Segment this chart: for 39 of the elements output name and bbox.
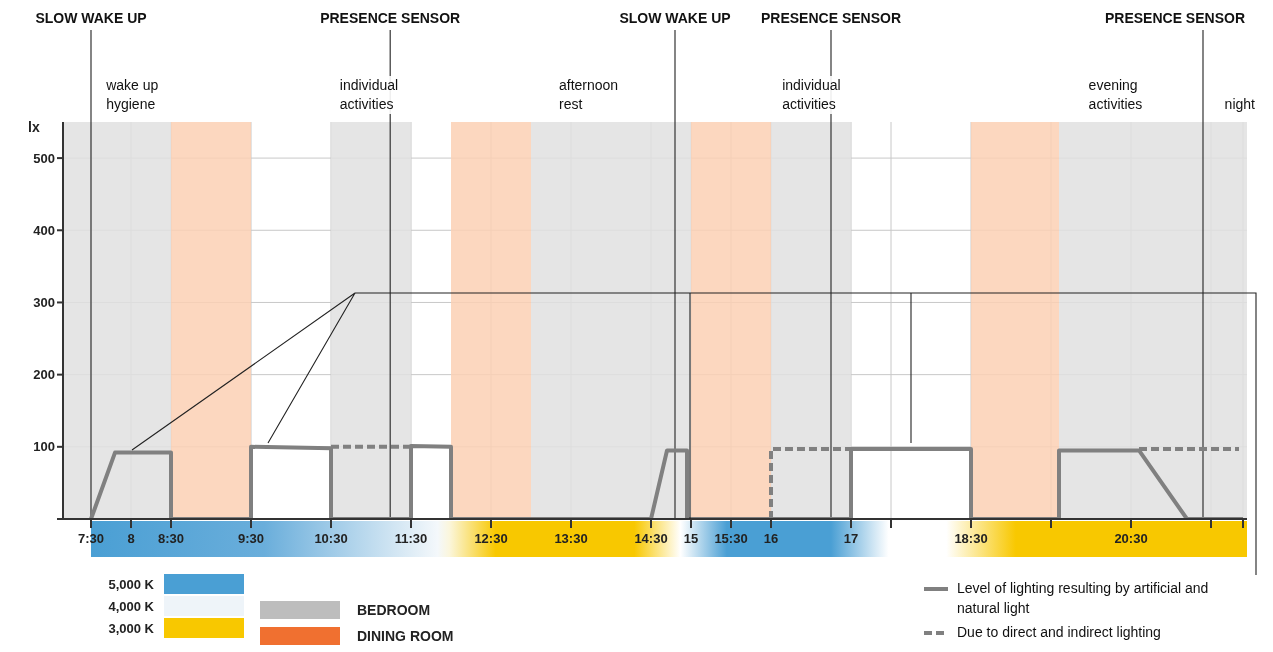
ref-line-label: PRESENCE SENSOR <box>1104 10 1245 26</box>
ref-line-label: PRESENCE SENSOR <box>320 10 461 26</box>
annotation: individual activities <box>339 76 420 114</box>
x-tick-label: 7:30 <box>77 531 105 547</box>
x-tick-label: 8:30 <box>157 531 185 547</box>
x-tick-label: 14:30 <box>634 531 668 547</box>
x-tick-label: 17 <box>843 531 859 547</box>
y-tick-label: 300 <box>33 295 55 311</box>
x-tick-label: 15 <box>683 531 699 547</box>
text: 4,000 K <box>107 598 154 614</box>
legend-label: Due to direct and indirect lighting <box>957 623 1161 642</box>
y-tick-label: 400 <box>33 222 55 238</box>
annotation: individual activities <box>782 76 863 114</box>
text: DINING ROOM <box>357 628 454 644</box>
y-tick-label: 500 <box>33 150 55 166</box>
text: 3,000 K <box>107 620 154 636</box>
annotation: evening activities <box>1088 76 1169 114</box>
x-tick-label: 8 <box>127 531 135 547</box>
x-tick-label: 16 <box>763 531 779 547</box>
x-tick-label: 12:30 <box>474 531 508 547</box>
ref-line-label: SLOW WAKE UP <box>619 10 731 26</box>
ref-line-label: SLOW WAKE UP <box>35 10 147 26</box>
legend-label: Level of lighting resulting by artificial and natural light <box>957 579 1210 618</box>
text: BEDROOM <box>357 602 431 618</box>
x-tick-label: 20:30 <box>1114 531 1148 547</box>
y-axis-title: lx <box>28 119 40 135</box>
annotation: afternoon rest <box>559 76 639 114</box>
x-tick-label: 10:30 <box>314 531 348 547</box>
annotation: night <box>1224 95 1255 114</box>
x-tick-label: 18:30 <box>954 531 988 547</box>
x-tick-label: 15:30 <box>714 531 748 547</box>
y-tick-label: 200 <box>33 367 55 383</box>
x-tick-label: 9:30 <box>237 531 265 547</box>
x-tick-label: 13:30 <box>554 531 588 547</box>
text: 5,000 K <box>107 576 154 592</box>
annotation: wake up hygiene <box>106 76 187 114</box>
y-tick-label: 100 <box>33 439 55 455</box>
ref-line-label: PRESENCE SENSOR <box>760 10 902 26</box>
x-tick-label: 11:30 <box>394 531 428 547</box>
